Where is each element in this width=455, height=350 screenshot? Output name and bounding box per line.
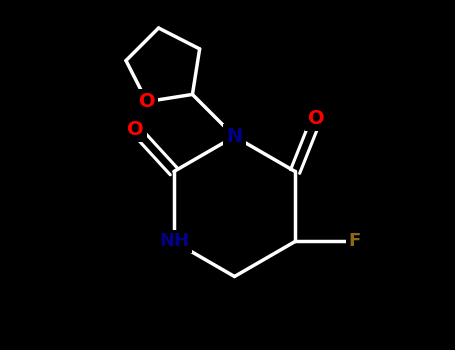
Text: O: O: [308, 110, 324, 128]
Text: O: O: [139, 92, 155, 111]
Text: F: F: [349, 232, 361, 251]
Text: NH: NH: [159, 232, 189, 251]
Text: O: O: [127, 120, 144, 139]
Text: N: N: [227, 127, 243, 146]
